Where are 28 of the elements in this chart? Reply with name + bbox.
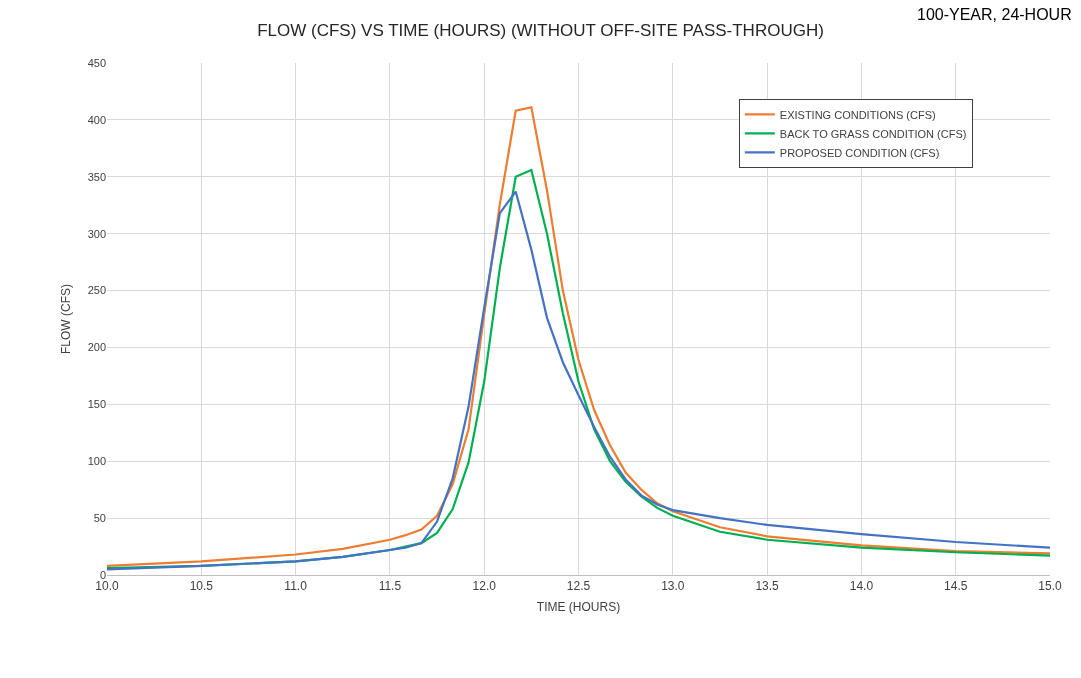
y-tick-label: 50	[93, 511, 106, 524]
legend-label: EXISTING CONDITIONS (CFS)	[779, 108, 936, 121]
y-tick-label: 0	[99, 568, 106, 581]
x-tick-label: 15.0	[1038, 579, 1062, 594]
legend-label: BACK TO GRASS CONDITION (CFS)	[779, 127, 967, 140]
y-tick-label: 150	[87, 398, 106, 411]
x-tick-label: 14.0	[849, 579, 874, 594]
y-tick-label: 300	[87, 227, 106, 240]
x-tick-label: 10.0	[95, 579, 119, 594]
x-tick-label: 10.5	[189, 579, 214, 594]
y-axis-title: FLOW (CFS)	[58, 284, 73, 354]
y-tick-label: 200	[87, 341, 106, 354]
y-tick-label: 100	[87, 455, 106, 468]
x-tick-label: 12.0	[472, 579, 497, 594]
y-tick-label: 400	[87, 113, 106, 126]
y-tick-label: 350	[87, 170, 106, 183]
x-tick-label: 12.5	[566, 579, 591, 594]
chart-title: FLOW (CFS) VS TIME (HOURS) (WITHOUT OFF-SITE PASS-THROUGH)	[257, 20, 824, 40]
x-axis-title: TIME (HOURS)	[536, 600, 621, 615]
x-tick-label: 13.0	[661, 579, 685, 594]
x-tick-label: 14.5	[944, 579, 968, 594]
x-tick-label: 11.5	[378, 579, 402, 594]
y-tick-label: 450	[87, 56, 106, 69]
text: 100-YEAR, 24-HOUR	[917, 6, 1072, 23]
y-tick-label: 250	[87, 284, 106, 297]
x-tick-label: 13.5	[755, 579, 780, 594]
legend-label: PROPOSED CONDITION (CFS)	[779, 146, 940, 159]
x-tick-label: 11.0	[284, 579, 308, 594]
